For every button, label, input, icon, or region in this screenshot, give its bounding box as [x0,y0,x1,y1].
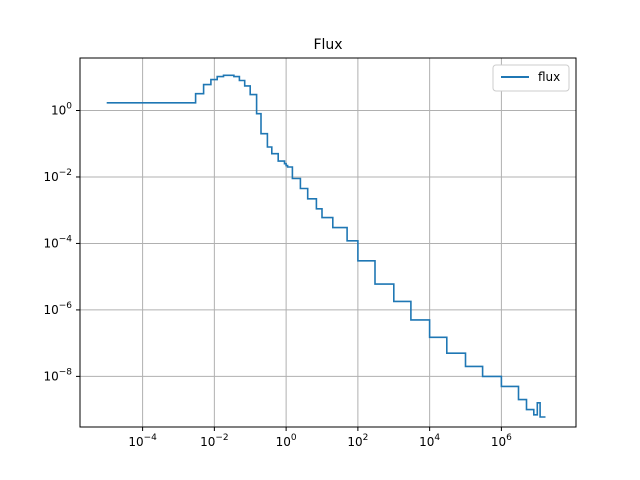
x-tick-label: 10−2 [200,433,229,449]
axis-ticks: 10−4 10−2 100 102 104 106 10−8 10−6 10−4 10−2 100 [43,102,512,449]
x-tick-label: 100 [276,433,297,449]
y-tick-label: 10−8 [43,367,72,383]
legend-label-flux: flux [538,70,560,84]
grid [80,58,576,427]
x-tick-label: 104 [419,433,440,449]
x-tick-label: 106 [491,433,512,449]
y-tick-label: 100 [51,102,72,118]
x-tick-label: 102 [347,433,368,449]
series-layer [106,74,546,418]
chart-title: Flux [313,37,342,53]
legend-box [492,64,570,92]
series-line-flux [106,74,546,418]
y-tick-label: 10−4 [43,234,72,250]
plot-frame [79,57,577,428]
legend: flux [492,64,570,92]
x-tick-label: 10−4 [128,433,157,449]
y-tick-label: 10−2 [43,168,72,184]
y-tick-label: 10−6 [43,301,72,317]
